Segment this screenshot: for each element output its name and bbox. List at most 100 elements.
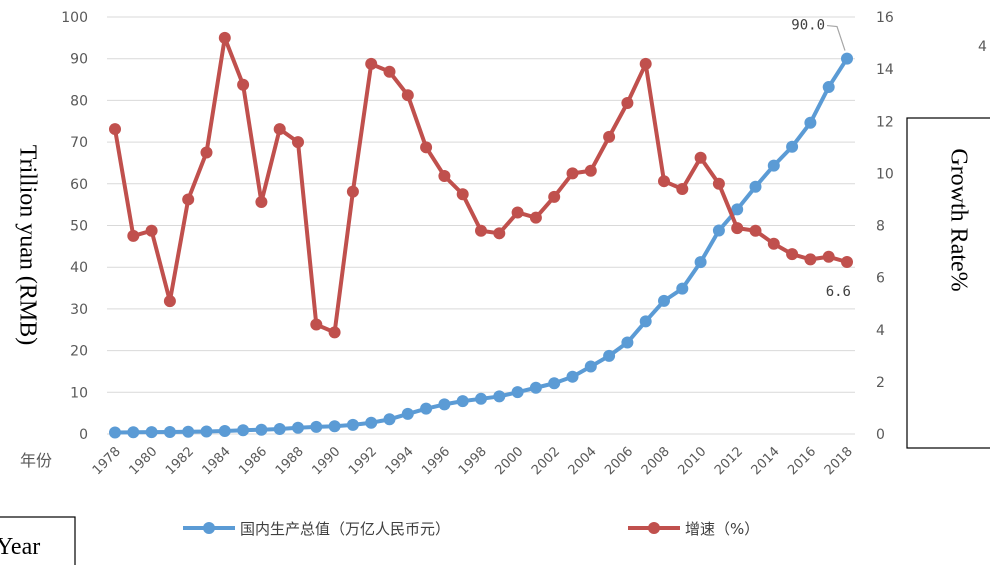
data-point [511,386,524,399]
data-point [804,253,817,266]
data-point [109,426,121,439]
data-point [145,224,158,237]
data-point [548,190,561,203]
data-point [109,123,121,136]
right-tick-label: 12 [876,114,894,130]
x-tick-label: 2004 [566,444,600,478]
x-tick-label: 1986 [236,444,270,478]
data-point [584,164,597,177]
data-point [438,169,451,182]
legend-label-gdp: 国内生产总值（万亿人民币元） [240,520,450,538]
data-point [456,188,469,201]
x-tick-label: 2002 [529,444,563,478]
right-tick-label: 8 [876,219,885,235]
data-point [273,123,286,136]
data-point [310,420,323,433]
right-tick-label: 16 [876,10,894,26]
data-point [292,136,304,149]
data-point [163,295,176,308]
data-point [712,224,725,237]
data-point [365,57,378,70]
data-point [127,426,140,439]
right-tick-label: 14 [876,62,894,78]
x-tick-label: 2008 [639,444,673,478]
x-tick-label: 1998 [456,444,490,478]
data-point [694,256,707,269]
left-tick-label: 70 [70,135,88,151]
data-point [365,416,378,429]
data-point [786,248,799,261]
legend-marker-growth [648,522,660,534]
year-box [0,516,76,565]
data-point [493,227,506,240]
data-point [383,65,396,78]
data-label-growth-2018: 6.6 [826,284,851,300]
data-point [273,422,286,435]
data-point [456,395,469,408]
left-tick-label: 0 [79,427,88,443]
series-growth [109,31,853,339]
data-point [621,97,634,110]
left-tick-label: 80 [70,93,88,109]
data-point [420,402,433,415]
right-tick-label: 4 [876,323,885,339]
data-labels: 90.0 6.6 [791,18,851,300]
right-y-axis-ticks: 0 2 4 6 8 10 12 14 16 [876,10,894,443]
x-tick-label: 1994 [383,444,417,478]
data-point [182,193,195,206]
data-point [639,57,652,70]
x-tick-label: 2016 [785,444,819,478]
annotation-leader [826,24,846,51]
data-point [767,237,780,250]
data-point [255,423,268,436]
x-tick-label: 1982 [163,444,197,478]
left-tick-label: 30 [70,302,88,318]
data-point [731,222,744,235]
data-point [182,425,195,438]
legend-label-growth: 增速（%） [685,520,759,538]
data-point [237,424,250,437]
corner-fragment: 4 [978,39,987,55]
data-point [127,229,140,242]
data-point [328,420,341,433]
data-point [822,250,835,263]
x-tick-label: 2012 [712,444,746,478]
data-point [529,381,542,394]
data-point [237,78,250,91]
data-point [786,140,799,153]
data-point [218,31,231,44]
data-point [603,349,616,362]
left-tick-label: 40 [70,260,88,276]
data-point [420,141,433,154]
x-tick-label: 2000 [492,444,526,478]
left-y-axis-ticks: 0 10 20 30 40 50 60 70 80 90 100 [61,10,88,443]
data-point [712,177,725,190]
left-tick-label: 50 [70,219,88,235]
x-tick-label: 1980 [126,444,160,478]
x-tick-label: 2006 [602,444,636,478]
data-point [346,418,359,431]
legend-marker-gdp [203,522,215,534]
x-tick-label: 2010 [675,444,709,478]
data-point [529,211,542,224]
x-tick-label: 1996 [419,444,453,478]
legend: 国内生产总值（万亿人民币元） 增速（%） [183,520,759,538]
left-axis-title: Trillion yuan (RMB) [14,145,40,345]
data-point [658,294,670,307]
series-line [113,35,848,335]
left-tick-label: 20 [70,344,88,360]
data-point [163,425,176,438]
right-axis-title-box [906,117,990,449]
left-tick-label: 100 [61,10,88,26]
data-point [255,196,268,209]
data-point [841,255,853,268]
data-point [548,377,561,390]
left-tick-label: 90 [70,52,88,68]
data-label-gdp-2018: 90.0 [791,18,825,34]
data-point [145,426,158,439]
x-tick-label: 1990 [309,444,343,478]
data-point [603,130,616,143]
series-layer [109,31,853,439]
data-point [401,407,414,420]
data-point [292,421,304,434]
